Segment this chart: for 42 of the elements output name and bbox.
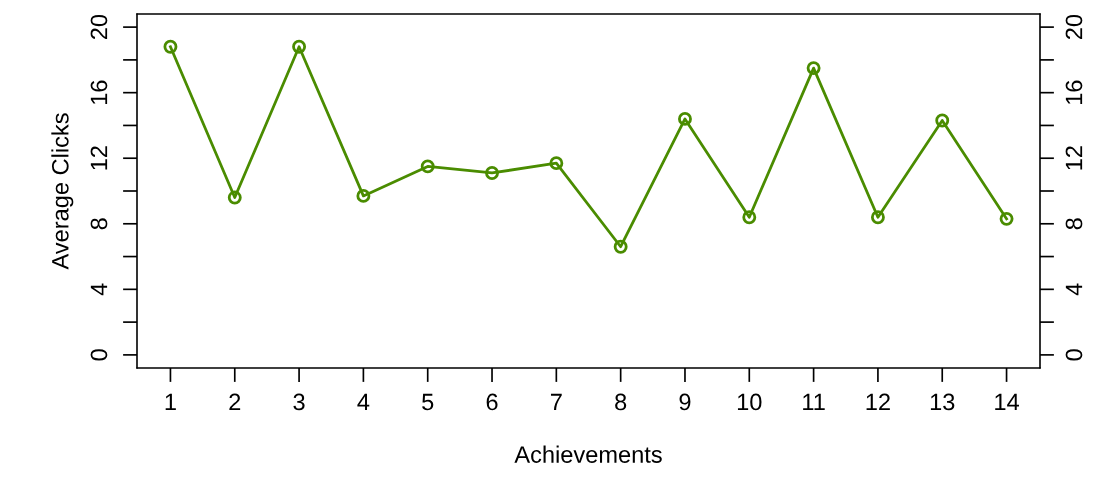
y2-tick-label: 16 [1065,80,1083,104]
x-tick-label: 7 [550,393,562,411]
x-tick-label: 5 [422,393,434,411]
y2-tick-label: 20 [1065,14,1083,40]
y-tick-label: 4 [90,283,108,296]
point [613,239,628,254]
point [935,113,950,128]
x-tick-label: 1 [165,393,176,411]
point [485,166,499,180]
x-tick-label: 3 [293,393,305,411]
x-tick-label: 12 [866,393,890,411]
x-tick-label: 4 [357,393,370,411]
x-tick-label: 6 [486,393,498,411]
y2-tick-label: 0 [1065,349,1083,361]
point [806,61,821,76]
point [163,39,178,54]
point [292,39,307,54]
point [999,211,1014,226]
x-tick-label: 2 [229,393,241,411]
y-tick-label: 8 [90,218,108,230]
y2-tick-label: 4 [1065,283,1083,296]
point [549,156,564,171]
y-tick-label: 16 [90,80,108,104]
y2-tick-label: 8 [1065,218,1083,230]
x-tick-label: 9 [679,393,691,411]
y2-tick-label: 12 [1065,146,1083,170]
x-tick-label: 11 [803,393,825,411]
y-axis-title: Average Clicks [51,113,74,270]
y-tick-label: 0 [90,349,108,361]
y-tick-label: 12 [90,146,108,170]
point [870,210,885,225]
point [420,159,435,174]
point [227,190,242,205]
x-tick-label: 10 [737,393,762,411]
x-tick-label: 13 [930,393,955,411]
x-axis-title: Achievements [514,445,662,463]
x-tick-label: 8 [615,393,627,411]
point [742,210,757,225]
x-tick-label: 14 [995,393,1019,411]
point [356,188,371,203]
y-tick-label: 20 [90,14,108,40]
point [678,111,692,126]
